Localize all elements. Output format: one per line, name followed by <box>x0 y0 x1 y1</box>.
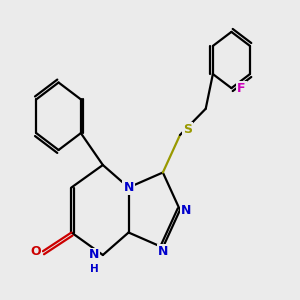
Text: F: F <box>237 82 246 94</box>
Text: N: N <box>123 181 134 194</box>
Text: O: O <box>30 245 41 258</box>
Text: N: N <box>181 203 191 217</box>
Text: N: N <box>89 248 100 262</box>
Text: H: H <box>90 264 99 274</box>
Text: N: N <box>158 245 168 258</box>
Text: S: S <box>183 123 192 136</box>
